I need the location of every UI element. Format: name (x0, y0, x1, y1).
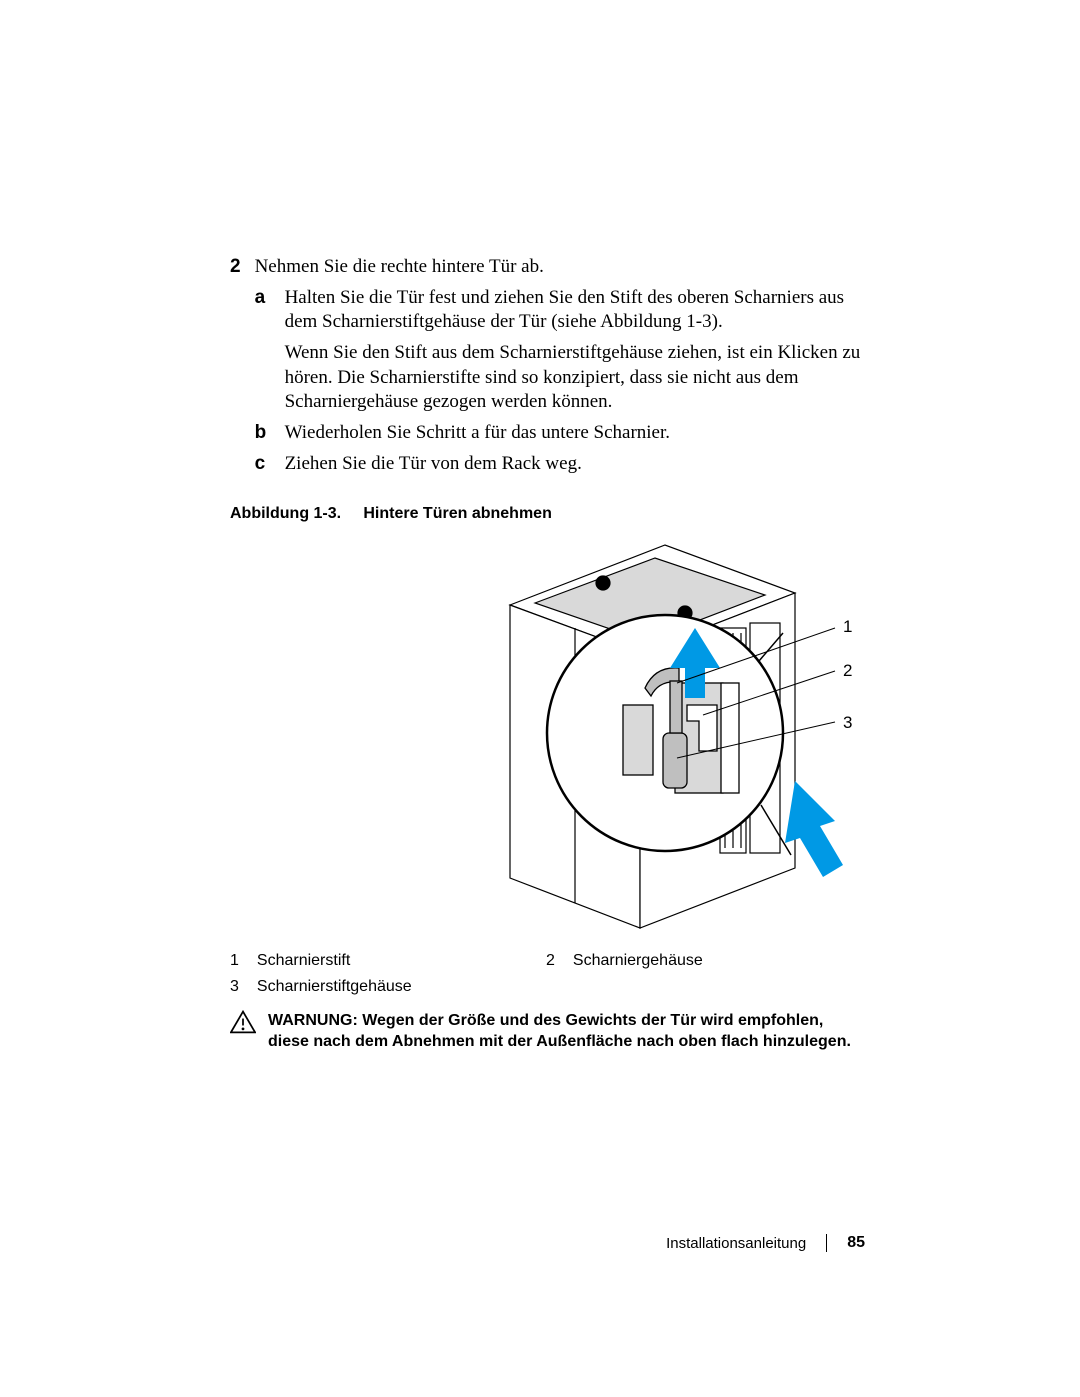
sub-marker: b (255, 421, 271, 446)
figure-callout-1: 1 (843, 617, 852, 637)
figure-diagram: 1 2 3 (365, 533, 1005, 938)
figure-title: Hintere Türen abnehmen (363, 505, 551, 522)
legend-number: 2 (546, 952, 555, 970)
footer-divider (826, 1234, 827, 1252)
figure-legend: 1 Scharnierstift 2 Scharniergehäuse 3 Sc… (230, 952, 865, 996)
legend-number: 1 (230, 952, 239, 970)
legend-row: 3 Scharnierstiftgehäuse (230, 978, 865, 996)
legend-label: Scharniergehäuse (573, 952, 703, 970)
sub-step-b: b Wiederholen Sie Schritt a für das unte… (255, 421, 865, 446)
ordered-step-list: 2 Nehmen Sie die rechte hintere Tür ab. … (230, 255, 865, 477)
figure-callout-2: 2 (843, 661, 852, 681)
footer-section: Installationsanleitung (666, 1235, 806, 1252)
sub-para: Wenn Sie den Stift aus dem Scharnierstif… (285, 341, 865, 415)
legend-item-2: 2 Scharniergehäuse (546, 952, 826, 970)
step-body: Nehmen Sie die rechte hintere Tür ab. a … (255, 255, 865, 477)
legend-number: 3 (230, 978, 239, 996)
legend-row: 1 Scharnierstift 2 Scharniergehäuse (230, 952, 865, 970)
warning-icon (230, 1010, 256, 1039)
footer-page-number: 85 (847, 1234, 865, 1252)
warning-block: WARNUNG: Wegen der Größe und des Gewicht… (230, 1010, 865, 1053)
sub-body: Halten Sie die Tür fest und ziehen Sie d… (285, 286, 865, 415)
figure-label: Abbildung 1-3. (230, 505, 341, 522)
step-number: 2 (230, 255, 241, 477)
sub-step-list: a Halten Sie die Tür fest und ziehen Sie… (255, 286, 865, 477)
sub-para: Halten Sie die Tür fest und ziehen Sie d… (285, 286, 865, 335)
legend-item-3: 3 Scharnierstiftgehäuse (230, 978, 510, 996)
figure-caption: Abbildung 1-3. Hintere Türen abnehmen (230, 505, 865, 523)
legend-label: Scharnierstift (257, 952, 350, 970)
sub-para: Wiederholen Sie Schritt a für das untere… (285, 421, 670, 446)
page-footer: Installationsanleitung 85 (666, 1234, 865, 1252)
step-text: Nehmen Sie die rechte hintere Tür ab. (255, 255, 865, 280)
legend-label: Scharnierstiftgehäuse (257, 978, 412, 996)
sub-para: Ziehen Sie die Tür von dem Rack weg. (285, 452, 582, 477)
sub-marker: c (255, 452, 271, 477)
warning-text: WARNUNG: Wegen der Größe und des Gewicht… (268, 1010, 865, 1053)
sub-marker: a (255, 286, 271, 415)
step-item: 2 Nehmen Sie die rechte hintere Tür ab. … (230, 255, 865, 477)
document-page: 2 Nehmen Sie die rechte hintere Tür ab. … (0, 0, 1080, 1397)
figure-callout-3: 3 (843, 713, 852, 733)
sub-step-c: c Ziehen Sie die Tür von dem Rack weg. (255, 452, 865, 477)
sub-step-a: a Halten Sie die Tür fest und ziehen Sie… (255, 286, 865, 415)
legend-item-1: 1 Scharnierstift (230, 952, 510, 970)
warning-lead: WARNUNG: (268, 1012, 358, 1029)
